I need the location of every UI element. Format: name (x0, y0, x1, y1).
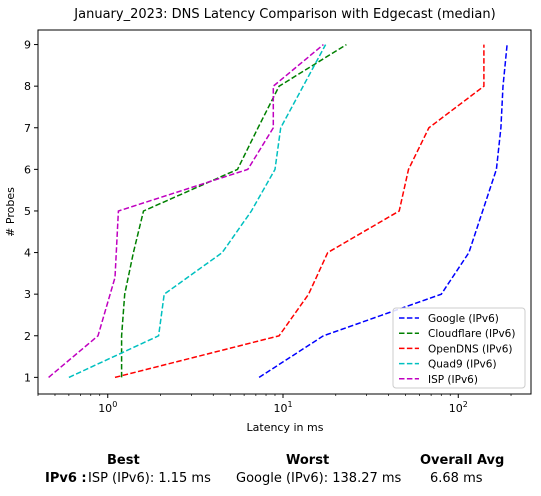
x-axis-label: Latency in ms (247, 421, 324, 434)
y-tick-label: 9 (24, 39, 31, 52)
series-line-opendns-ipv6 (114, 44, 485, 379)
plot-area (37, 29, 532, 395)
legend-frame (392, 307, 526, 389)
summary-avg-value: 6.68 ms (430, 471, 483, 486)
x-tick-label: 101 (273, 400, 292, 415)
x-tick-label: 102 (449, 400, 468, 415)
summary-header-best: Best (107, 453, 140, 468)
x-tick-label: 100 (98, 400, 117, 415)
series-line-google-ipv6 (258, 44, 508, 379)
y-tick-label: 5 (24, 205, 31, 218)
legend-label: Google (IPv6) (428, 313, 499, 325)
series-line-isp-ipv6 (48, 44, 324, 378)
chart: January_2023: DNS Latency Comparison wit… (4, 7, 532, 434)
y-tick-label: 1 (24, 371, 31, 384)
y-tick-label: 2 (24, 330, 31, 343)
series-line-quad9-ipv6 (68, 44, 327, 379)
legend-label: ISP (IPv6) (428, 374, 478, 386)
series-line-cloudflare-ipv6 (120, 43, 347, 378)
y-tick-label: 7 (24, 122, 31, 135)
y-tick-label: 6 (24, 163, 31, 176)
y-tick-label: 8 (24, 80, 31, 93)
y-tick-label: 4 (24, 247, 31, 260)
chart-title: January_2023: DNS Latency Comparison wit… (73, 7, 495, 22)
summary-header-avg: Overall Avg (420, 453, 505, 468)
summary-header-worst: Worst (286, 453, 330, 468)
legend-label: Quad9 (IPv6) (428, 359, 497, 371)
summary-worst-value: Google (IPv6): 138.27 ms (236, 471, 402, 486)
legend-label: Cloudflare (IPv6) (428, 328, 515, 340)
legend: Google (IPv6) Cloudflare (IPv6) OpenDNS (I… (392, 307, 526, 389)
summary-row-label: IPv6 : (45, 471, 87, 486)
summary-table: Best Worst Overall Avg IPv6 : ISP (IPv6)… (0, 450, 541, 496)
y-tick-label: 3 (24, 288, 31, 301)
legend-label: OpenDNS (IPv6) (428, 343, 513, 355)
summary-best-value: ISP (IPv6): 1.15 ms (88, 471, 211, 486)
y-axis-label: # Probes (4, 187, 17, 237)
